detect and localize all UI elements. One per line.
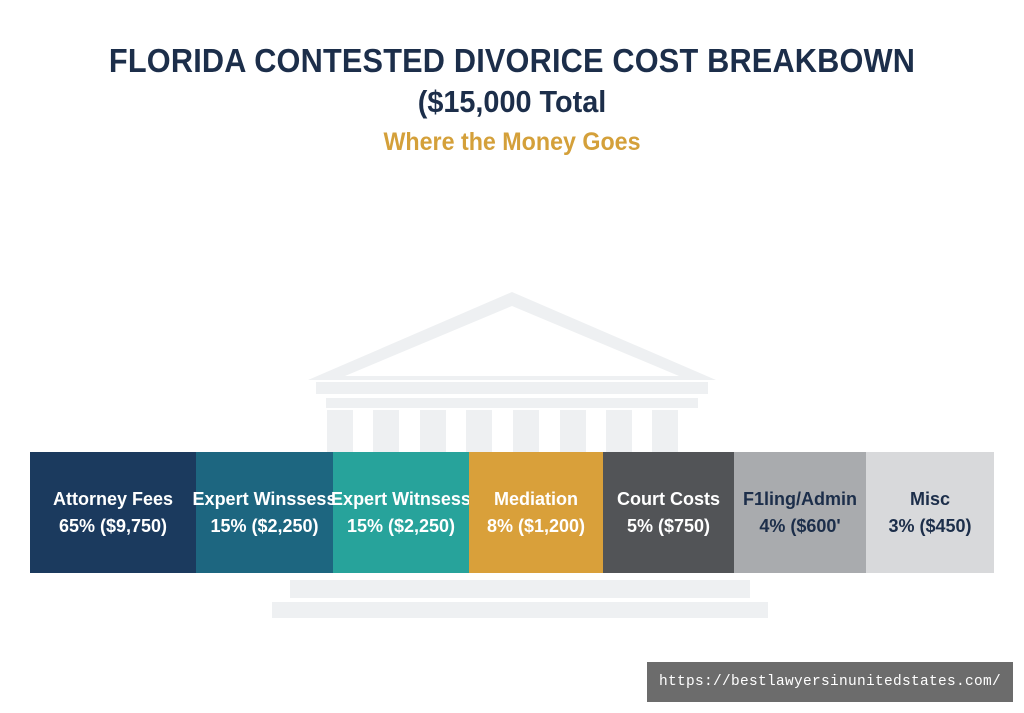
segment-value-label: 3% ($450) [888,516,971,536]
segment-value-label: 65% ($9,750) [59,516,167,536]
segment-value-label: 5% ($750) [627,516,710,536]
website-url-watermark: https://bestlawyersinunitedstates.com/ [647,662,1013,702]
bar-segment [734,452,866,573]
bar-segment-group: Expert Winssess 15% ($2,250) [193,452,337,573]
chart-title-line1: FLORIDA CONTESTED DIVORICE COST BREAKBOW… [108,42,916,79]
segment-category-label: Misc [910,489,950,509]
bar-segment-group: Attorney Fees 65% ($9,750) [30,452,196,573]
segment-category-label: Mediation [494,489,578,509]
bar-segment [469,452,603,573]
segment-category-label: Court Costs [617,489,720,509]
segment-value-label: 15% ($2,250) [210,516,318,536]
segment-category-label: Expert Witnsess [331,489,471,509]
segment-category-label: Attorney Fees [53,489,173,509]
bar-segment [333,452,469,573]
bar-segment-group: Court Costs 5% ($750) [603,452,734,573]
segment-value-label: 4% ($600' [759,516,840,536]
chart-title-line2: ($15,000 Total [417,84,607,119]
segment-value-label: 8% ($1,200) [487,516,585,536]
bar-segment-group: Mediation 8% ($1,200) [469,452,603,573]
segment-category-label: Expert Winssess [193,489,337,509]
bar-segment-group: Misc 3% ($450) [866,452,994,573]
chart-subtitle: Where the Money Goes [383,128,641,156]
bar-segment [196,452,333,573]
segment-value-label: 15% ($2,250) [347,516,455,536]
bar-segment [866,452,994,573]
bar-segment [30,452,196,573]
bar-segment-group: F1ling/Admin 4% ($600' [734,452,866,573]
bar-segment-group: Expert Witnsess 15% ($2,250) [331,452,471,573]
bar-segment [603,452,734,573]
segment-category-label: F1ling/Admin [743,489,857,509]
